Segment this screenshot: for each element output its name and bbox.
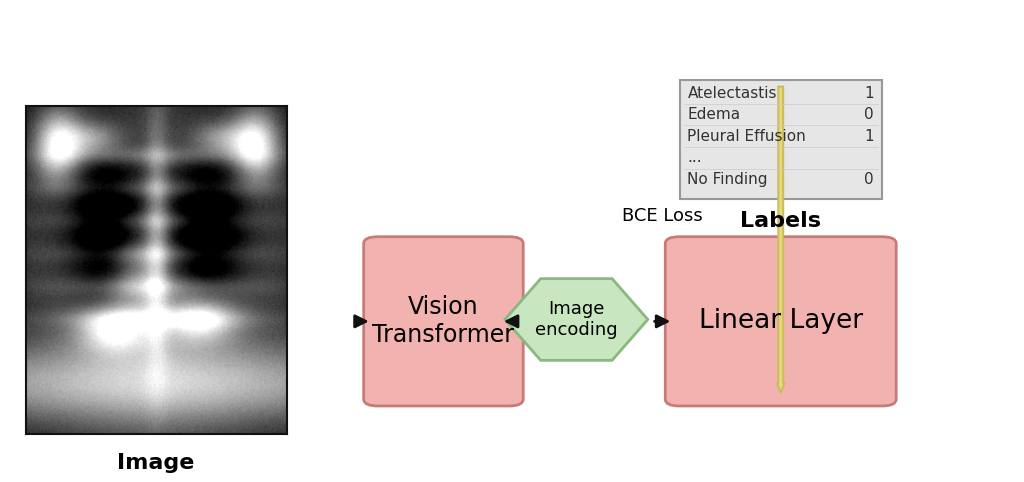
Text: Image: Image <box>118 453 195 473</box>
FancyBboxPatch shape <box>680 80 882 199</box>
Polygon shape <box>505 279 648 361</box>
FancyBboxPatch shape <box>666 237 896 406</box>
Text: BCE Loss: BCE Loss <box>622 207 702 225</box>
Text: Linear Layer: Linear Layer <box>698 308 863 335</box>
Text: Labels: Labels <box>740 211 821 231</box>
Text: No Finding: No Finding <box>687 172 768 187</box>
Text: 1: 1 <box>864 129 873 144</box>
Text: 1: 1 <box>864 86 873 101</box>
Text: Image
encoding: Image encoding <box>536 300 617 339</box>
Text: 0: 0 <box>864 172 873 187</box>
Text: Atelectastis: Atelectastis <box>687 86 777 101</box>
Text: ...: ... <box>687 150 702 165</box>
Text: Vision
Transformer: Vision Transformer <box>373 295 514 347</box>
FancyBboxPatch shape <box>364 237 523 406</box>
Text: 0: 0 <box>864 107 873 122</box>
Text: Pleural Effusion: Pleural Effusion <box>687 129 806 144</box>
Text: Edema: Edema <box>687 107 740 122</box>
